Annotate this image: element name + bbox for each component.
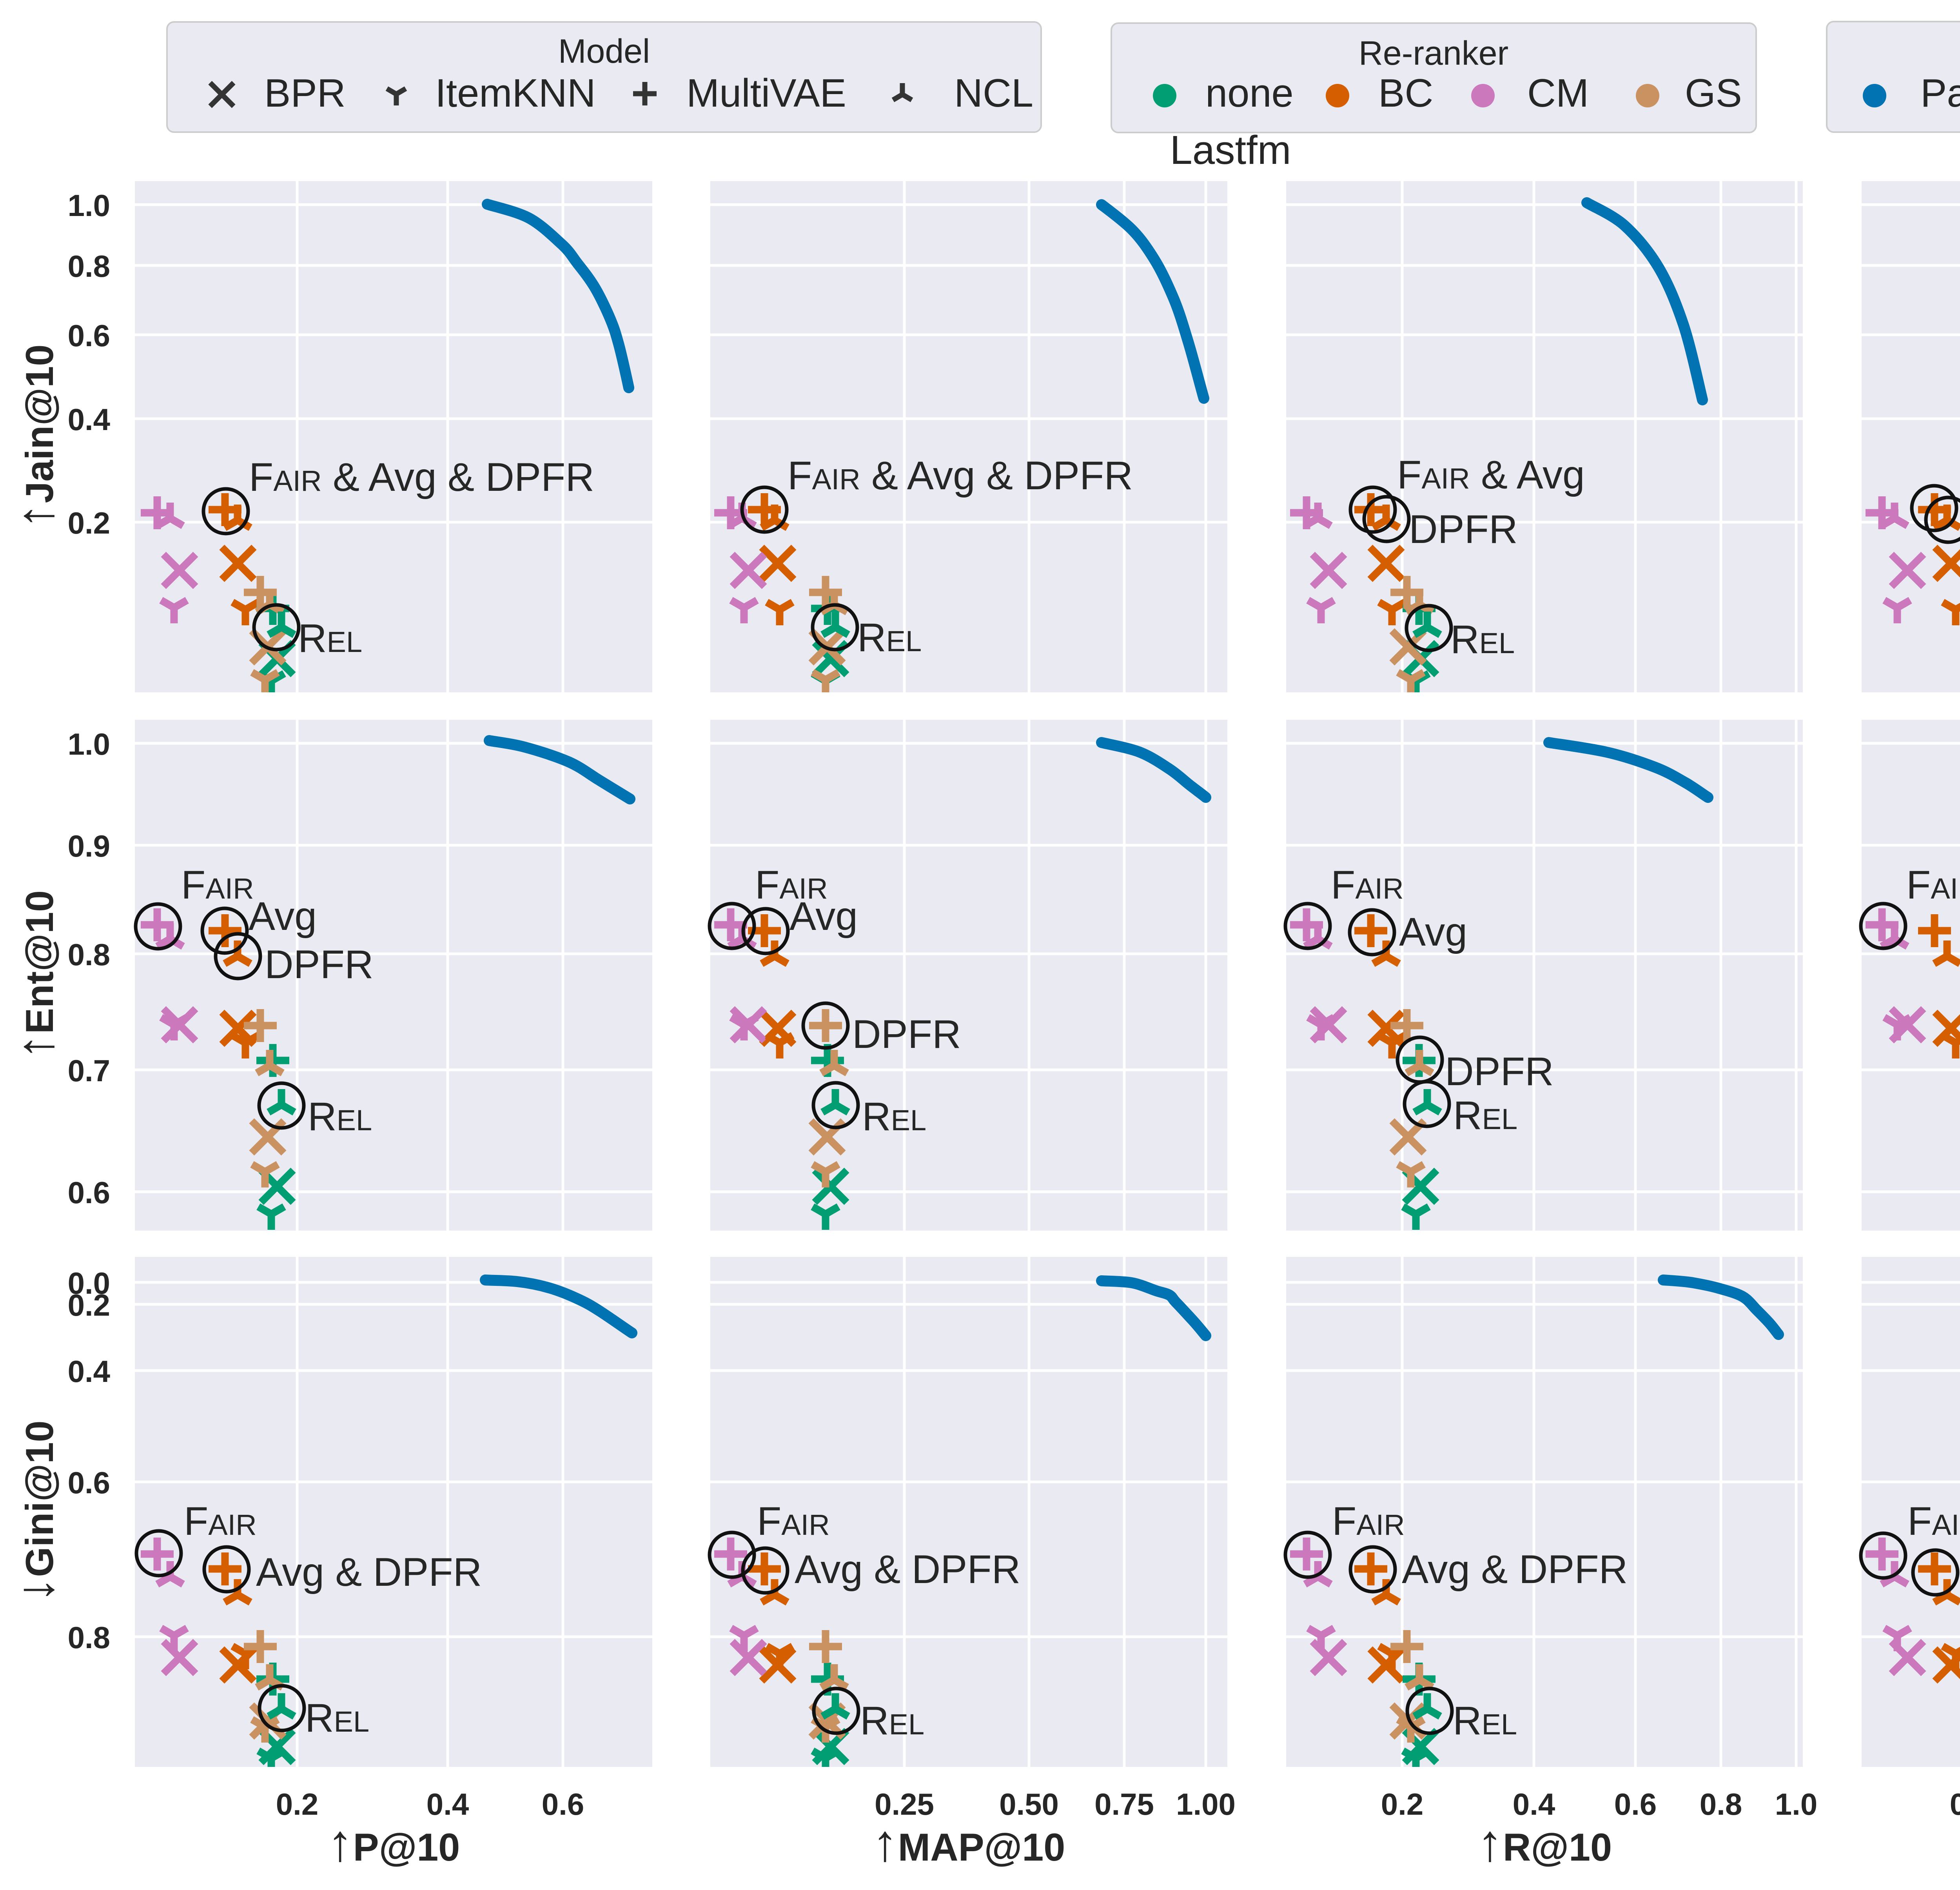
svg-text:MultiVAE: MultiVAE [686, 71, 846, 115]
svg-text:FAIR & Avg & DPFR: FAIR & Avg & DPFR [788, 453, 1133, 498]
svg-text:↑R@10: ↑R@10 [1477, 1814, 1612, 1872]
svg-text:Avg: Avg [249, 894, 317, 939]
svg-text:Re-ranker: Re-ranker [1359, 34, 1508, 72]
svg-text:0.50: 0.50 [999, 1787, 1059, 1821]
svg-text:BC: BC [1378, 71, 1433, 115]
svg-text:REL: REL [1453, 1698, 1517, 1743]
svg-text:1.0: 1.0 [68, 188, 110, 223]
svg-text:0.2: 0.2 [1950, 1787, 1960, 1821]
svg-text:0.6: 0.6 [1614, 1787, 1657, 1821]
svg-text:REL: REL [860, 1698, 924, 1743]
svg-text:0.6: 0.6 [68, 1175, 110, 1210]
svg-text:Pareto-optimal solution: Pareto-optimal solution [1920, 71, 1960, 115]
svg-text:1.0: 1.0 [68, 727, 110, 761]
svg-text:DPFR: DPFR [852, 1012, 961, 1057]
svg-text:FAIR: FAIR [1907, 1499, 1960, 1543]
svg-text:Model: Model [558, 33, 650, 70]
svg-text:FAIR: FAIR [181, 862, 254, 907]
svg-text:0.25: 0.25 [875, 1787, 934, 1821]
svg-text:1.0: 1.0 [1775, 1787, 1817, 1821]
svg-text:ItemKNN: ItemKNN [435, 71, 596, 115]
svg-text:1.00: 1.00 [1176, 1787, 1236, 1821]
svg-text:REL: REL [862, 1094, 926, 1139]
svg-text:FAIR: FAIR [755, 862, 828, 907]
svg-text:0.7: 0.7 [68, 1053, 110, 1088]
svg-text:0.2: 0.2 [276, 1787, 318, 1821]
svg-text:0.8: 0.8 [68, 1620, 110, 1655]
svg-text:0.8: 0.8 [68, 249, 110, 283]
svg-text:DPFR: DPFR [1409, 507, 1518, 552]
svg-text:0.75: 0.75 [1094, 1787, 1154, 1821]
svg-text:0.6: 0.6 [542, 1787, 584, 1821]
svg-text:0.0: 0.0 [68, 1266, 110, 1300]
svg-text:0.4: 0.4 [68, 1354, 110, 1389]
svg-text:0.9: 0.9 [68, 829, 110, 863]
svg-text:REL: REL [1453, 1093, 1517, 1138]
svg-text:none: none [1205, 71, 1294, 115]
svg-text:FAIR: FAIR [1906, 862, 1960, 907]
svg-text:FAIR & Avg: FAIR & Avg [1397, 452, 1585, 497]
svg-text:↓Gini@10: ↓Gini@10 [6, 1420, 64, 1603]
svg-text:CM: CM [1527, 71, 1589, 115]
svg-text:Avg: Avg [789, 894, 858, 939]
svg-text:FAIR & Avg & DPFR: FAIR & Avg & DPFR [249, 455, 594, 499]
svg-text:Avg & DPFR: Avg & DPFR [1402, 1547, 1628, 1592]
svg-text:REL: REL [1450, 617, 1515, 662]
svg-text:FAIR: FAIR [1332, 1499, 1405, 1543]
svg-text:0.2: 0.2 [1381, 1787, 1423, 1821]
svg-text:0.2: 0.2 [68, 1288, 110, 1322]
svg-text:Avg: Avg [1399, 910, 1467, 954]
svg-text:REL: REL [305, 1696, 369, 1740]
svg-text:0.4: 0.4 [1513, 1787, 1555, 1821]
svg-text:0.8: 0.8 [1700, 1787, 1742, 1821]
svg-text:↑Jain@10: ↑Jain@10 [6, 345, 64, 529]
svg-text:FAIR: FAIR [757, 1499, 830, 1543]
svg-text:REL: REL [298, 616, 362, 661]
svg-text:0.6: 0.6 [68, 1465, 110, 1500]
svg-text:Avg & DPFR: Avg & DPFR [795, 1547, 1020, 1592]
svg-text:FAIR: FAIR [1331, 862, 1404, 907]
svg-text:REL: REL [308, 1094, 372, 1139]
svg-text:DPFR: DPFR [1445, 1049, 1554, 1094]
svg-text:BPR: BPR [264, 71, 346, 115]
svg-text:REL: REL [857, 615, 922, 660]
svg-text:0.8: 0.8 [68, 937, 110, 972]
svg-text:GS: GS [1685, 71, 1742, 115]
svg-text:FAIR: FAIR [184, 1499, 257, 1543]
svg-text:0.6: 0.6 [68, 318, 110, 353]
svg-text:Avg & DPFR: Avg & DPFR [256, 1550, 482, 1594]
svg-text:0.4: 0.4 [68, 402, 110, 437]
svg-text:↑MAP@10: ↑MAP@10 [872, 1814, 1065, 1872]
svg-text:0.4: 0.4 [426, 1787, 469, 1821]
svg-text:DPFR: DPFR [265, 942, 374, 987]
svg-text:↑P@10: ↑P@10 [327, 1814, 460, 1872]
svg-text:0.2: 0.2 [68, 506, 110, 540]
svg-text:NCL: NCL [954, 71, 1033, 115]
svg-text:↑Ent@10: ↑Ent@10 [6, 890, 64, 1060]
svg-text:Lastfm: Lastfm [1170, 127, 1291, 172]
